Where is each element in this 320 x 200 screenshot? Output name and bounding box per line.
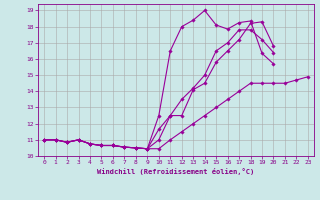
X-axis label: Windchill (Refroidissement éolien,°C): Windchill (Refroidissement éolien,°C) bbox=[97, 168, 255, 175]
